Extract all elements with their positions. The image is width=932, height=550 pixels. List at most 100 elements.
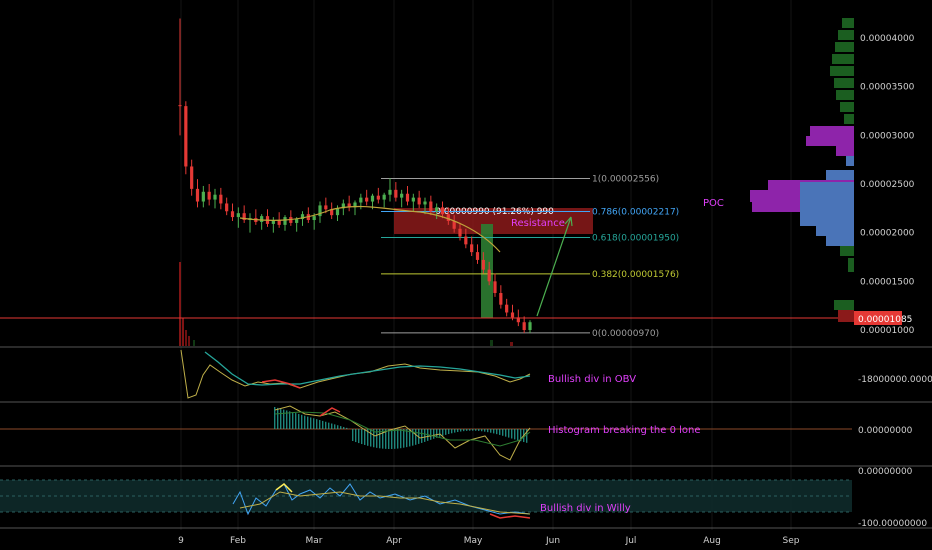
- macd-bar: [343, 426, 345, 429]
- macd-bar: [409, 429, 411, 447]
- macd-bar: [526, 429, 528, 443]
- price-tick-label: 0.00003500: [860, 83, 915, 93]
- macd-bar: [346, 427, 348, 429]
- macd-bar: [517, 429, 519, 441]
- macd-bar: [295, 413, 297, 429]
- candle-body: [388, 189, 392, 195]
- measure-bar[interactable]: [481, 224, 493, 318]
- macd-bar: [331, 423, 333, 429]
- candle-body: [295, 219, 299, 223]
- macd-bar: [502, 429, 504, 436]
- macd-bar: [496, 429, 498, 435]
- candle-body: [271, 220, 275, 224]
- moving-average-line: [239, 205, 501, 253]
- candle-body: [370, 195, 375, 202]
- macd-bar: [319, 420, 321, 429]
- willy-axis-top: 0.00000000: [858, 467, 913, 477]
- current-price-tag: [854, 311, 902, 325]
- macd-bar: [424, 429, 426, 442]
- macd-bar: [403, 429, 405, 448]
- macd-bar: [481, 429, 483, 432]
- macd-bar: [433, 429, 435, 439]
- macd-bar: [289, 411, 291, 429]
- macd-bar: [508, 429, 510, 438]
- candle-body: [487, 269, 491, 282]
- candle-body: [242, 213, 246, 221]
- macd-bar: [274, 407, 276, 429]
- macd-histogram: [274, 407, 528, 449]
- macd-bar: [340, 426, 342, 429]
- candle-body: [207, 191, 211, 200]
- candle-body: [219, 194, 223, 204]
- grid: [180, 0, 792, 530]
- macd-bar: [280, 408, 282, 429]
- resistance-label: Resistance: [511, 218, 565, 229]
- fib-retracement[interactable]: 1(0.00002556) 0.786(0.00002217) 0.618(0.00…: [381, 175, 679, 339]
- macd-bar: [466, 429, 468, 431]
- price-tick-label: 0.00003000: [860, 131, 915, 141]
- macd-bar: [310, 417, 312, 429]
- macd-pane: Histogram breaking the 0 lone 0.00000000: [0, 405, 913, 461]
- willy-pane: Bullish div in Willy 0.00000000 -100.000…: [0, 467, 927, 529]
- macd-bar: [298, 413, 300, 429]
- candle-body: [330, 209, 334, 216]
- macd-bar: [337, 425, 339, 429]
- current-price-label: 0.00001085: [858, 315, 912, 325]
- candle-body: [394, 189, 398, 198]
- macd-bar: [316, 419, 318, 429]
- macd-bar: [376, 429, 378, 448]
- time-axis: 9 Feb Mar Apr May Jun Jul Aug Sep: [178, 536, 800, 546]
- macd-bar: [283, 409, 285, 429]
- candle-body: [435, 207, 439, 212]
- price-axis: 0.00004000 0.00003500 0.00003000 0.00002500…: [860, 34, 915, 336]
- candle-body: [260, 216, 264, 222]
- macd-bar: [511, 429, 513, 439]
- time-tick-label: Mar: [306, 536, 323, 546]
- willy-note: Bullish div in Willy: [540, 503, 631, 514]
- projection-arrowhead: [564, 216, 573, 227]
- macd-bar: [430, 429, 432, 440]
- macd-bar: [352, 429, 354, 441]
- candle-body: [411, 197, 415, 202]
- macd-bar: [469, 429, 471, 431]
- macd-bar: [412, 429, 414, 446]
- macd-bar: [397, 429, 399, 449]
- time-tick-label: Apr: [386, 536, 402, 546]
- willy-line: [232, 483, 531, 516]
- macd-bar: [406, 429, 408, 448]
- macd-bar: [394, 429, 396, 449]
- resistance-zone[interactable]: [394, 208, 593, 234]
- candle-body: [382, 194, 386, 200]
- macd-bar: [436, 429, 438, 438]
- projection-arrow[interactable]: [536, 216, 572, 317]
- candle-body: [481, 259, 485, 270]
- macd-bar: [484, 429, 486, 432]
- macd-bar: [499, 429, 501, 435]
- candle-body: [470, 244, 474, 253]
- candle-body: [201, 191, 205, 202]
- candle-body: [347, 203, 351, 208]
- macd-bar: [457, 429, 459, 433]
- macd-bar: [388, 429, 390, 449]
- candle-body: [213, 194, 217, 200]
- candle-body: [429, 201, 433, 212]
- candle-body: [505, 304, 509, 313]
- macd-bar: [514, 429, 516, 440]
- candle-body: [236, 213, 240, 218]
- macd-bar: [400, 429, 402, 449]
- candle-body: [475, 252, 480, 260]
- candle-body: [318, 205, 322, 217]
- candle-body: [359, 197, 363, 203]
- obv-note: Bullish div in OBV: [548, 374, 636, 385]
- price-tick-label: 0.00002500: [860, 180, 915, 190]
- macd-bar: [334, 424, 336, 429]
- macd-bar: [451, 429, 453, 434]
- macd-bar: [379, 429, 381, 449]
- candle-body: [440, 207, 445, 215]
- macd-bar: [322, 420, 324, 429]
- candle-body: [225, 203, 229, 212]
- macd-bar: [463, 429, 465, 432]
- macd-bar: [415, 429, 417, 445]
- pane-separators: [0, 346, 932, 529]
